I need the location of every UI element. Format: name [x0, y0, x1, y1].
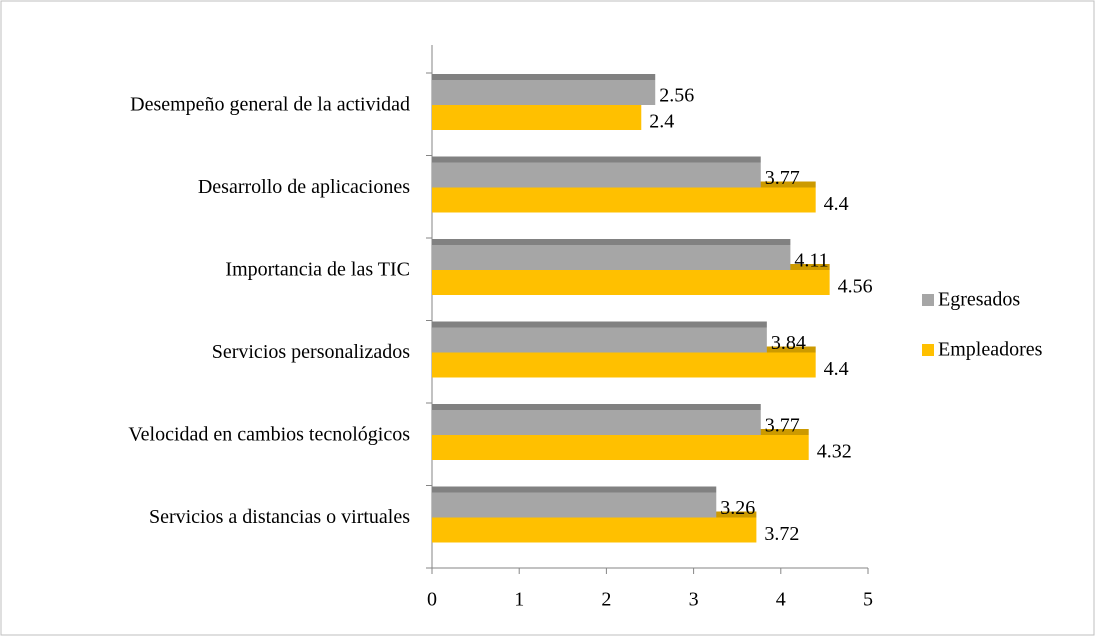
legend-swatch — [922, 344, 934, 356]
x-tick-label: 0 — [427, 589, 437, 611]
x-tick-label: 3 — [689, 589, 699, 611]
bar-top — [432, 156, 761, 163]
data-label: 2.56 — [659, 85, 694, 107]
bar-top — [432, 404, 761, 410]
bar — [432, 327, 767, 353]
bar — [432, 187, 816, 213]
bar — [432, 410, 761, 435]
data-label: 3.72 — [764, 523, 799, 545]
data-label: 3.77 — [765, 415, 800, 437]
x-tick-label: 5 — [863, 589, 873, 611]
bar-top — [432, 486, 717, 493]
category-label: Velocidad en cambios tecnológicos — [128, 424, 410, 446]
legend-swatch — [922, 294, 934, 306]
bar — [432, 80, 656, 105]
x-tick-label: 4 — [776, 589, 786, 611]
data-label: 4.56 — [838, 276, 873, 298]
legend-label: Empleadores — [938, 339, 1043, 361]
bar — [432, 105, 642, 130]
category-label: Desempeño general de la actividad — [130, 94, 410, 116]
data-label: 4.4 — [824, 358, 849, 380]
legend-label: Egresados — [938, 289, 1020, 311]
data-label: 4.4 — [824, 193, 849, 215]
data-label: 4.11 — [794, 250, 828, 272]
data-label: 3.77 — [765, 167, 800, 189]
data-label: 4.32 — [817, 441, 852, 463]
bar — [432, 245, 791, 270]
bar-top — [432, 74, 656, 80]
bar-top — [432, 321, 767, 328]
x-tick-label: 2 — [601, 589, 611, 611]
category-label: Importancia de las TIC — [225, 259, 410, 281]
bar — [432, 270, 830, 295]
x-tick-label: 1 — [514, 589, 524, 611]
bar — [432, 435, 809, 460]
category-label: Servicios personalizados — [212, 341, 410, 363]
category-label: Desarrollo de aplicaciones — [198, 176, 410, 198]
data-label: 3.84 — [771, 332, 806, 354]
bar-top — [432, 239, 791, 245]
bar — [432, 352, 816, 378]
bar — [432, 162, 761, 188]
category-label: Servicios a distancias o virtuales — [149, 506, 410, 528]
data-label: 3.26 — [720, 497, 755, 519]
bar — [432, 492, 717, 518]
data-label: 2.4 — [649, 111, 674, 133]
bar — [432, 517, 757, 543]
